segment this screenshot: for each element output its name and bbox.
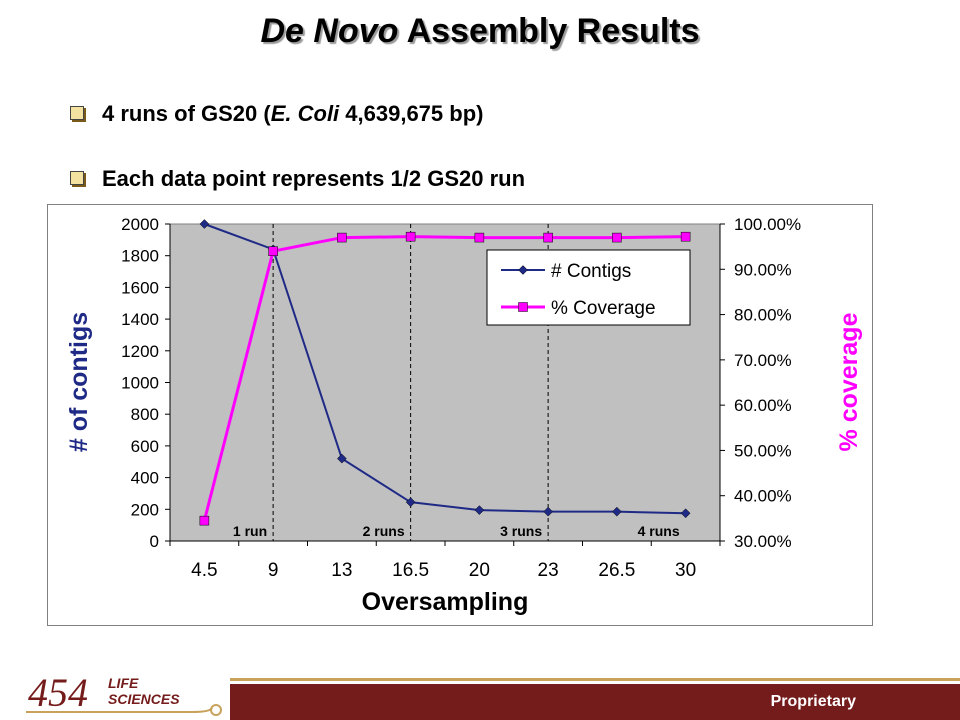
bullet-box-icon — [70, 171, 84, 185]
chart-legend: # Contigs % Coverage — [486, 249, 691, 326]
contigs-point — [405, 497, 416, 508]
y-tick-label: 1600 — [121, 278, 159, 297]
bullet-runs: 4 runs of GS20 (E. Coli 4,639,675 bp) — [70, 101, 483, 127]
x-tick-label: 26.5 — [598, 560, 635, 581]
x-tick-label: 30 — [675, 560, 696, 581]
y2-tick-label: 50.00% — [734, 441, 792, 460]
y-tick-label: 600 — [131, 437, 159, 456]
proprietary-label: Proprietary — [770, 693, 856, 710]
y2-tick-label: 70.00% — [734, 351, 792, 370]
y2-tick-label: 80.00% — [734, 306, 792, 325]
y-tick-label: 1200 — [121, 342, 159, 361]
y2-tick-label: 60.00% — [734, 396, 792, 415]
y2-tick-label: 90.00% — [734, 260, 792, 279]
y-tick-label: 800 — [131, 405, 159, 424]
footer-bar — [230, 684, 960, 720]
y2-tick-label: 100.00% — [734, 215, 801, 234]
x-tick-label: 20 — [469, 560, 490, 581]
logo-swoosh-end — [210, 704, 222, 716]
y-tick-label: 1000 — [121, 374, 159, 393]
bullet-box-icon — [70, 106, 84, 120]
454-life-sciences-logo: 454 LIFE SCIENCES — [26, 670, 222, 716]
coverage-point — [680, 231, 691, 242]
run-label: 4 runs — [638, 523, 680, 539]
coverage-point — [474, 232, 485, 243]
contigs-point — [337, 453, 347, 464]
x-tick-label: 13 — [331, 560, 352, 581]
slide-title: De Novo Assembly Results — [0, 12, 960, 51]
y-tick-label: 0 — [150, 532, 159, 551]
y2-tick-label: 30.00% — [734, 532, 792, 551]
series-line-coverage — [202, 235, 686, 521]
contigs-point — [543, 506, 553, 517]
bullet1-pre: 4 runs of GS20 ( — [102, 101, 271, 126]
logo-life: LIFE — [108, 675, 139, 691]
title-italic: De Novo — [260, 12, 399, 50]
legend-marker — [518, 302, 528, 312]
x-tick-label: 23 — [538, 560, 559, 581]
coverage-point — [268, 246, 278, 256]
coverage-point — [337, 232, 347, 243]
contigs-point — [680, 508, 691, 519]
x-tick-label: 4.5 — [191, 560, 217, 581]
bullet1-italic: E. Coli — [270, 101, 340, 126]
y-tick-label: 2000 — [121, 215, 159, 234]
y-tick-label: 1400 — [121, 310, 159, 329]
legend-box — [486, 249, 691, 326]
x-tick-label: 16.5 — [392, 560, 429, 581]
y-tick-label: 400 — [131, 469, 159, 488]
y2-axis-label: % coverage — [835, 312, 863, 451]
series-line-contigs — [204, 223, 686, 515]
legend-label: % Coverage — [551, 298, 656, 319]
contigs-point — [474, 505, 485, 515]
run-label: 3 runs — [500, 523, 542, 539]
contigs-point — [612, 506, 622, 517]
y-tick-label: 200 — [131, 500, 159, 519]
run-label: 2 runs — [363, 523, 405, 539]
title-rest: Assembly Results — [398, 12, 700, 50]
coverage-point — [405, 231, 416, 242]
bullet-data-point: Each data point represents 1/2 GS20 run — [70, 166, 525, 192]
footer-gold-line — [230, 678, 960, 681]
run-label: 1 run — [233, 523, 267, 539]
y-tick-label: 1800 — [121, 247, 159, 266]
logo-number: 454 — [28, 670, 88, 715]
coverage-point — [612, 232, 622, 243]
contigs-coverage-chart: 0 200 400 600 800 1000 1200 1400 1600 1800 2000 30… — [47, 204, 873, 626]
logo-sciences: SCIENCES — [108, 691, 180, 707]
y2-tick-label: 40.00% — [734, 487, 792, 506]
legend-label: # Contigs — [551, 261, 631, 282]
x-axis-label: Oversampling — [362, 588, 529, 616]
coverage-point — [199, 515, 210, 526]
legend-marker — [518, 265, 528, 275]
bullet2-text: Each data point represents 1/2 GS20 run — [102, 166, 526, 191]
y-axis-label: # of contigs — [65, 312, 93, 452]
x-tick-label: 9 — [268, 560, 279, 581]
contigs-point — [199, 219, 210, 229]
coverage-point — [543, 232, 553, 243]
bullet1-post: 4,639,675 bp) — [339, 101, 484, 126]
